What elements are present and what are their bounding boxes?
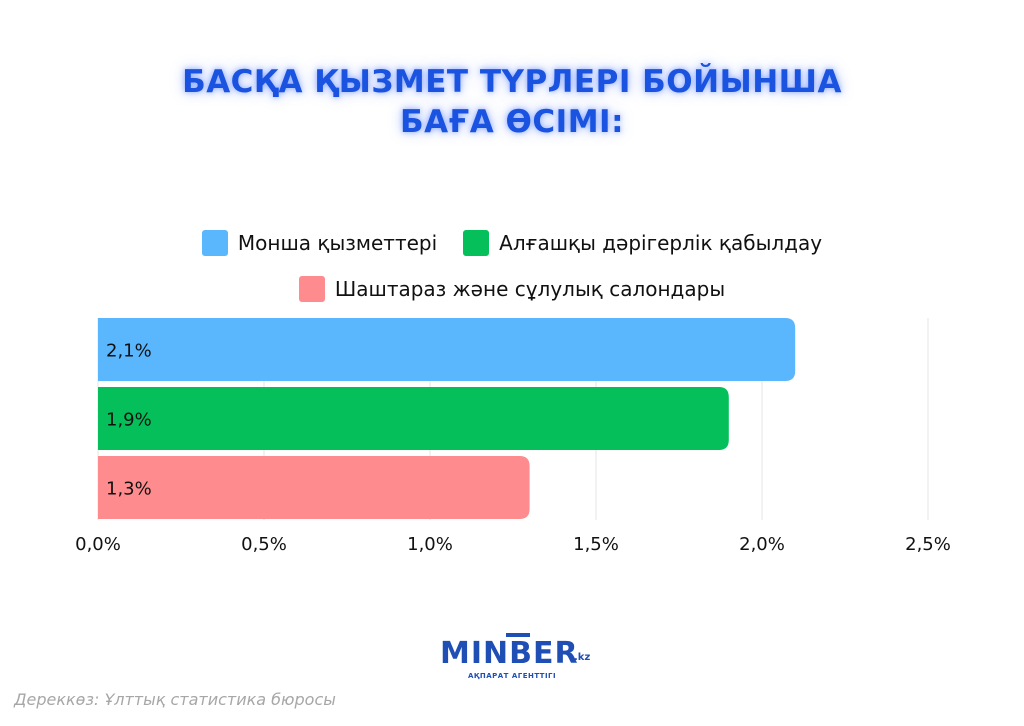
- legend-swatch-doctor: [463, 230, 490, 256]
- legend-row-1: Монша қызметтері Алғашқы дәрігерлік қабы…: [0, 230, 1024, 256]
- legend-label-doctor: Алғашқы дәрігерлік қабылдау: [499, 231, 823, 255]
- legend-swatch-salon: [298, 276, 325, 302]
- bar-value-label-2: 1,3%: [106, 479, 152, 500]
- logo-bar-mark: [506, 633, 530, 637]
- legend-label-salon: Шаштараз және сұлулық салондары: [334, 277, 726, 301]
- minber-logo: MINBER .kz АҚПАРАТ АГЕНТТІГІ: [440, 633, 591, 684]
- legend-label-monsha: Монша қызметтері: [237, 231, 438, 255]
- bar-value-label-1: 1,9%: [106, 410, 152, 431]
- bar-1: [98, 387, 729, 450]
- bar-2: [98, 456, 530, 519]
- logo-suffix: .kz: [574, 652, 591, 663]
- bar-0: [98, 318, 796, 381]
- logo-subtitle: АҚПАРАТ АГЕНТТІГІ: [468, 672, 557, 680]
- x-tick-label-2: 1,0%: [407, 534, 453, 555]
- x-tick-label-3: 1,5%: [573, 534, 619, 555]
- x-tick-label-1: 0,5%: [241, 534, 287, 555]
- bar-value-label-0: 2,1%: [106, 341, 152, 362]
- chart-title-line-2: БАҒА ӨСІМІ:: [400, 104, 624, 140]
- logo-main-text: MINBER: [440, 636, 579, 671]
- x-tick-label-0: 0,0%: [75, 534, 121, 555]
- x-tick-label-4: 2,0%: [739, 534, 785, 555]
- legend-item-doctor: Алғашқы дәрігерлік қабылдау: [463, 230, 822, 256]
- x-tick-label-5: 2,5%: [905, 534, 951, 555]
- legend-swatch-monsha: [201, 230, 228, 256]
- source-note: Дереккөз: Ұлттық статистика бюросы: [14, 690, 336, 709]
- legend-item-monsha: Монша қызметтері: [201, 230, 438, 256]
- legend-row-2: Шаштараз және сұлулық салондары: [0, 276, 1024, 302]
- chart-title-line-1: БАСҚА ҚЫЗМЕТ ТҮРЛЕРІ БОЙЫНША: [182, 64, 842, 100]
- legend-item-salon: Шаштараз және сұлулық салондары: [298, 276, 726, 302]
- chart-title: БАСҚА ҚЫЗМЕТ ТҮРЛЕРІ БОЙЫНША БАҒА ӨСІМІ:: [0, 62, 1024, 142]
